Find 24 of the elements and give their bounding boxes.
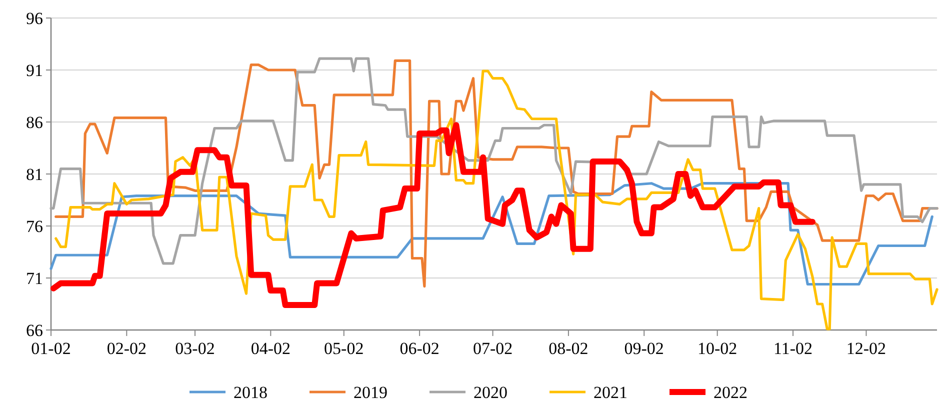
- x-tick-label: 06-02: [400, 339, 440, 358]
- legend-label: 2021: [594, 382, 628, 402]
- y-tick-label: 96: [26, 8, 43, 28]
- y-tick-label: 91: [26, 60, 43, 80]
- y-tick-label: 81: [26, 164, 43, 184]
- legend-label: 2019: [354, 382, 388, 402]
- y-tick-label: 86: [26, 112, 43, 132]
- legend-label: 2022: [714, 382, 748, 402]
- x-tick-label: 04-02: [250, 339, 291, 358]
- x-tick-label: 05-02: [324, 339, 364, 358]
- y-tick-label: 76: [26, 216, 43, 236]
- x-tick-label: 12-02: [846, 339, 886, 358]
- x-tick-label: 01-02: [31, 339, 71, 358]
- x-tick-label: 08-02: [548, 339, 588, 358]
- x-tick-label: 03-02: [175, 339, 215, 358]
- x-tick-label: 07-02: [472, 339, 513, 358]
- x-tick-label: 09-02: [624, 339, 664, 358]
- legend-label: 2018: [234, 382, 268, 402]
- legend-label: 2020: [474, 382, 508, 402]
- y-tick-label: 71: [26, 268, 43, 288]
- y-tick-label: 66: [26, 320, 43, 340]
- x-tick-label: 02-02: [106, 339, 146, 358]
- x-tick-label: 11-02: [773, 339, 813, 358]
- x-tick-label: 10-02: [697, 339, 738, 358]
